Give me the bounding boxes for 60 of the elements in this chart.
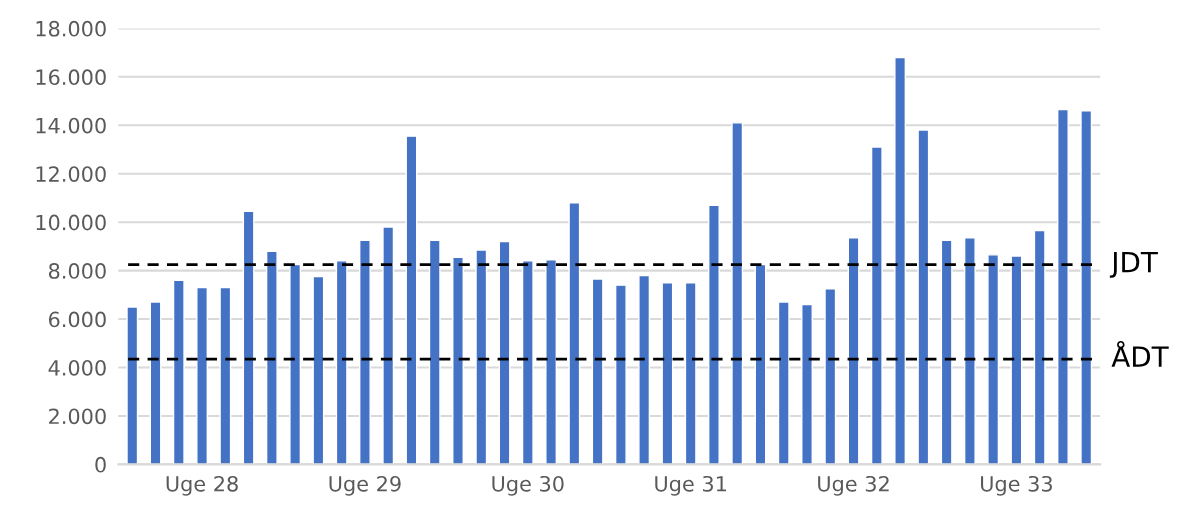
bar [242, 210, 255, 465]
y-tick-label: 16.000 [36, 69, 106, 86]
bar [614, 284, 627, 465]
ref-line-label: JDT [1109, 251, 1158, 278]
y-tick-label: 12.000 [36, 166, 106, 182]
bar [265, 250, 278, 465]
y-tick-label: 0 [95, 456, 106, 473]
bar [196, 286, 208, 465]
x-tick-label: Uge 30 [492, 475, 564, 496]
bar [1057, 108, 1069, 465]
y-tick-label: 4.000 [48, 359, 106, 376]
bar [777, 301, 790, 465]
bar [684, 282, 697, 465]
bar [521, 260, 534, 465]
x-tick-label: Uge 31 [655, 475, 726, 496]
bar [708, 204, 720, 465]
x-tick-label: Uge 28 [166, 475, 238, 496]
y-tick-label: 2.000 [49, 408, 106, 425]
bar [149, 301, 162, 465]
bar [382, 226, 395, 465]
bar [475, 249, 488, 465]
bar [545, 259, 558, 465]
bar [940, 239, 953, 465]
bar [312, 275, 325, 465]
bar [731, 122, 744, 465]
x-tick-label: Uge 32 [818, 475, 889, 496]
bar [126, 306, 139, 465]
bar [1033, 229, 1046, 465]
bar [568, 202, 581, 465]
bar [405, 135, 418, 465]
bar [359, 239, 371, 465]
bar [870, 146, 883, 465]
bar [847, 237, 860, 465]
bar [591, 278, 604, 465]
bar [1080, 110, 1093, 465]
x-tick-label: Uge 33 [981, 475, 1052, 496]
bar [638, 274, 651, 465]
bar [289, 263, 302, 465]
bar [917, 129, 930, 465]
bar [801, 303, 813, 465]
bar [452, 256, 464, 465]
bar [498, 240, 511, 465]
bar [1010, 255, 1023, 465]
bar [172, 279, 185, 465]
bar [963, 237, 976, 465]
ref-line-label: ÅDT [1111, 340, 1169, 367]
y-tick-label: 8.000 [48, 263, 106, 279]
bar [335, 260, 348, 465]
bar [824, 288, 837, 465]
bar [219, 286, 232, 465]
y-tick-label: 18.000 [36, 20, 106, 37]
bar [894, 56, 907, 465]
bar [661, 282, 674, 465]
y-tick-label: 6.000 [49, 311, 106, 328]
bar [428, 239, 441, 465]
bar [987, 254, 1000, 465]
bar [754, 263, 767, 465]
x-tick-label: Uge 29 [329, 475, 401, 496]
y-tick-label: 10.000 [36, 214, 106, 231]
y-tick-label: 14.000 [36, 117, 106, 134]
